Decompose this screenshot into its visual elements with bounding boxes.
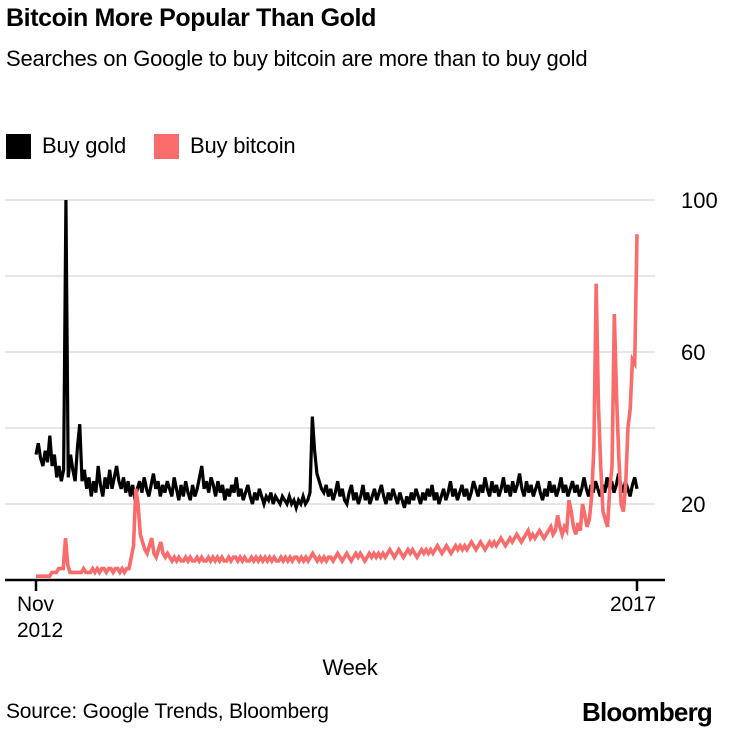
source-note: Source: Google Trends, Bloomberg bbox=[6, 700, 329, 723]
y-tick-label: 20 bbox=[681, 492, 705, 517]
x-tick-label-end: 2017 bbox=[610, 593, 656, 616]
x-tick-start-month: Nov bbox=[17, 593, 54, 616]
y-tick-label: 60 bbox=[681, 340, 705, 365]
chart-series-layer bbox=[34, 199, 639, 579]
square-swatch-icon-bitcoin bbox=[154, 133, 180, 159]
x-tick-start-year: 2012 bbox=[17, 619, 63, 642]
chart-gridlines bbox=[5, 199, 655, 505]
line-chart-svg: 100 60 20 bbox=[5, 188, 718, 591]
page-title: Bitcoin More Popular Than Gold bbox=[6, 4, 376, 32]
chart-axis-layer bbox=[5, 578, 665, 591]
legend-label-buy-bitcoin: Buy bitcoin bbox=[190, 133, 296, 158]
legend-label-buy-gold: Buy gold bbox=[42, 133, 127, 158]
chart-plot-area: 100 60 20 bbox=[0, 180, 740, 600]
x-tick-label-start: Nov 2012 bbox=[17, 592, 63, 644]
y-tick-label: 100 bbox=[681, 188, 718, 213]
legend-item-buy-bitcoin[interactable]: Buy bitcoin bbox=[154, 133, 296, 159]
legend-item-buy-gold[interactable]: Buy gold bbox=[6, 133, 126, 159]
bloomberg-logo: Bloomberg bbox=[581, 697, 713, 727]
chart-x-tick-labels: Nov 2012 2017 bbox=[0, 592, 740, 652]
chart-legend: Buy gold Buy bitcoin bbox=[6, 132, 323, 160]
series-line-buy-bitcoin bbox=[36, 234, 639, 579]
chart-y-tick-labels: 100 60 20 bbox=[681, 188, 718, 517]
series-line-buy-gold bbox=[34, 199, 639, 514]
x-axis-title: Week bbox=[322, 655, 378, 680]
square-swatch-icon-gold bbox=[6, 133, 31, 159]
chart-subtitle: Searches on Google to buy bitcoin are mo… bbox=[6, 46, 588, 71]
